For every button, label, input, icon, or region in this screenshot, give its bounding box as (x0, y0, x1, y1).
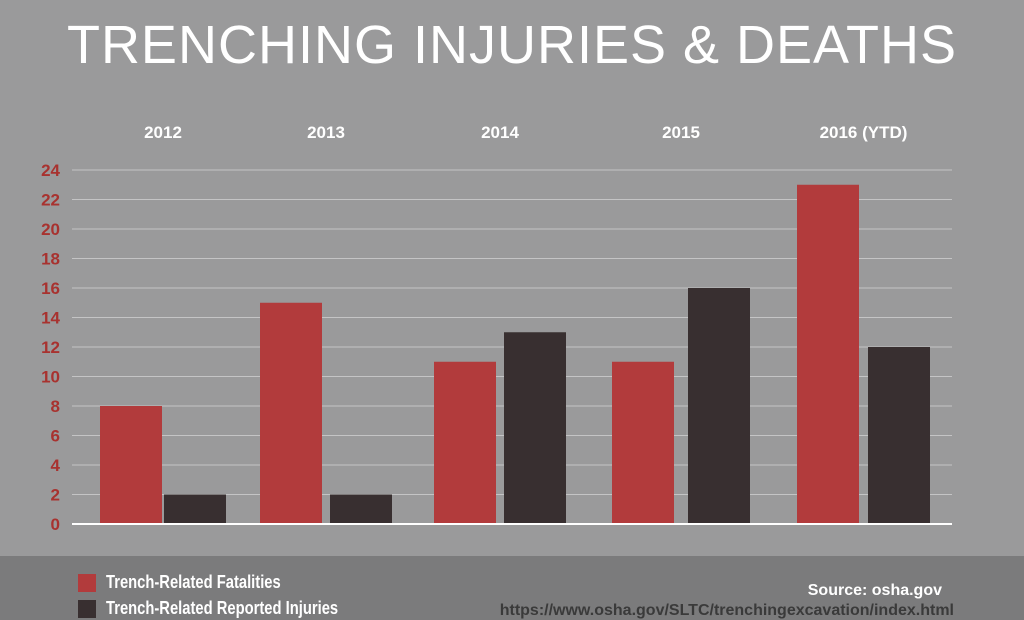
bar-injuries-2013 (330, 494, 392, 524)
legend-label-injuries: Trench-Related Reported Injuries (106, 598, 339, 618)
bar-injuries-2014 (504, 332, 566, 524)
bar-injuries-2015 (688, 288, 750, 524)
bar-fatalities-2014 (434, 361, 496, 524)
y-tick-label: 24 (41, 161, 60, 180)
y-tick-label: 8 (51, 397, 60, 416)
y-tick-label: 20 (41, 220, 60, 239)
source-credit: Source: osha.gov (807, 582, 942, 599)
legend-label-fatalities: Trench-Related Fatalities (106, 572, 281, 592)
category-label: 2016 (YTD) (820, 123, 908, 142)
y-tick-label: 10 (41, 368, 60, 387)
y-tick-label: 22 (41, 191, 60, 210)
bar-fatalities-2015 (612, 361, 674, 524)
y-tick-label: 0 (51, 515, 60, 534)
bar-injuries-2012 (164, 494, 226, 524)
category-labels: 2012 2013 2014 2015 2016 (YTD) (144, 123, 907, 142)
category-label: 2014 (481, 123, 519, 142)
y-tick-label: 18 (41, 250, 60, 269)
y-tick-label: 12 (41, 338, 60, 357)
footer: Trench-Related Fatalities Trench-Related… (0, 556, 1024, 620)
bar-fatalities-2012 (100, 406, 162, 524)
category-label: 2015 (662, 123, 700, 142)
y-tick-label: 14 (41, 309, 60, 328)
category-label: 2013 (307, 123, 345, 142)
y-tick-label: 4 (51, 456, 61, 475)
category-label: 2012 (144, 123, 182, 142)
bar-fatalities-2013 (260, 302, 322, 524)
y-tick-label: 6 (51, 427, 60, 446)
y-tick-label: 2 (51, 486, 60, 505)
chart-title: TRENCHING INJURIES & DEATHS (66, 15, 958, 75)
bar-injuries-2016 (868, 347, 930, 524)
bars (100, 184, 930, 524)
bar-fatalities-2016 (797, 184, 859, 524)
legend-swatch-injuries (78, 600, 96, 618)
source-url[interactable]: https://www.osha.gov/SLTC/trenchingexcav… (499, 602, 954, 619)
legend-swatch-fatalities (78, 574, 96, 592)
y-tick-label: 16 (41, 279, 60, 298)
